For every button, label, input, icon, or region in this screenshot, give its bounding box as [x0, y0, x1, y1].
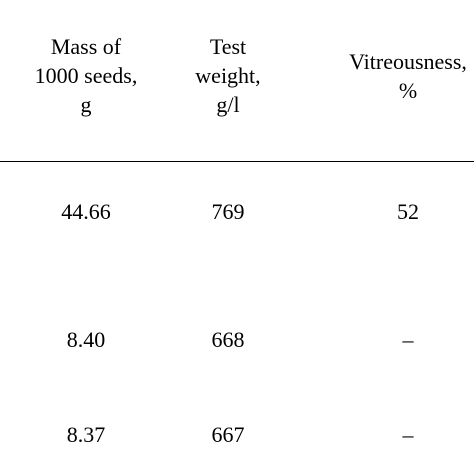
- column-header-mass: Mass of 1000 seeds, g: [0, 32, 172, 119]
- header-text: weight,: [195, 63, 261, 88]
- cell-test-weight: 769: [211, 199, 245, 224]
- header-text: g/l: [216, 92, 240, 117]
- cell-test-weight: 667: [211, 422, 245, 447]
- cell-mass: 44.66: [61, 199, 111, 224]
- cell-vitreousness: –: [402, 327, 414, 352]
- cell-vitreousness: 52: [397, 199, 419, 224]
- column-header-vitreousness: Vitreousness, %: [330, 47, 474, 105]
- cell-vitreousness: –: [402, 422, 414, 447]
- header-text: Mass of: [50, 34, 122, 59]
- header-text: Test: [209, 34, 247, 59]
- cell-test-weight: 668: [211, 327, 245, 352]
- cell-mass: 8.37: [66, 422, 106, 447]
- header-text: 1000 seeds,: [34, 63, 138, 88]
- header-text: %: [398, 78, 418, 103]
- header-divider: [0, 161, 474, 162]
- cell-mass: 8.40: [66, 327, 106, 352]
- header-text: Vitreousness,: [349, 49, 467, 74]
- header-text: g: [80, 92, 92, 117]
- column-header-test-weight: Test weight, g/l: [172, 32, 284, 119]
